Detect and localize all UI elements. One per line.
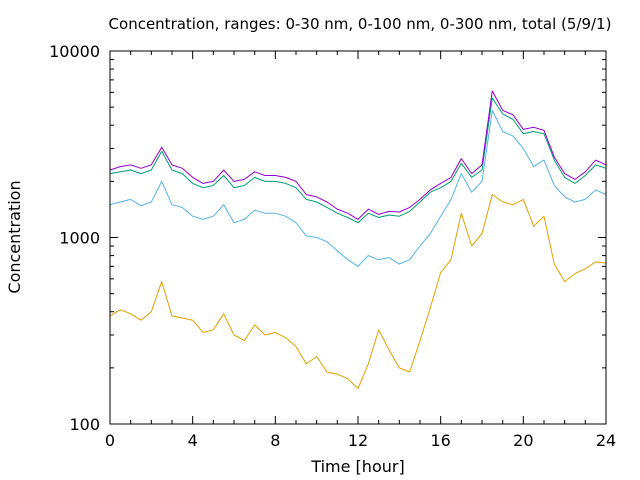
tick-layer: 0 4 8 12 16 20 24 100 1000 10000 xyxy=(49,42,616,450)
x-tick-label: 24 xyxy=(596,431,616,450)
chart-title: Concentration, ranges: 0-30 nm, 0-100 nm… xyxy=(109,15,612,33)
x-tick-label: 20 xyxy=(513,431,533,450)
series-line-4 xyxy=(109,90,607,220)
series-layer xyxy=(109,90,607,389)
x-tick-label: 4 xyxy=(188,431,198,450)
series-line-3 xyxy=(109,97,607,224)
x-tick-label: 12 xyxy=(348,431,368,450)
y-axis-label: Concentration xyxy=(5,180,24,293)
y-tick-label: 100 xyxy=(69,415,100,434)
x-axis-label: Time [hour] xyxy=(310,457,404,476)
y-tick-label: 1000 xyxy=(59,229,100,248)
x-tick-label: 16 xyxy=(430,431,450,450)
x-tick-label: 8 xyxy=(270,431,280,450)
x-tick-label: 0 xyxy=(105,431,115,450)
plot-frame xyxy=(109,50,607,425)
y-tick-label: 10000 xyxy=(49,42,100,61)
series-line-1 xyxy=(109,194,607,389)
series-line-2 xyxy=(109,109,607,267)
